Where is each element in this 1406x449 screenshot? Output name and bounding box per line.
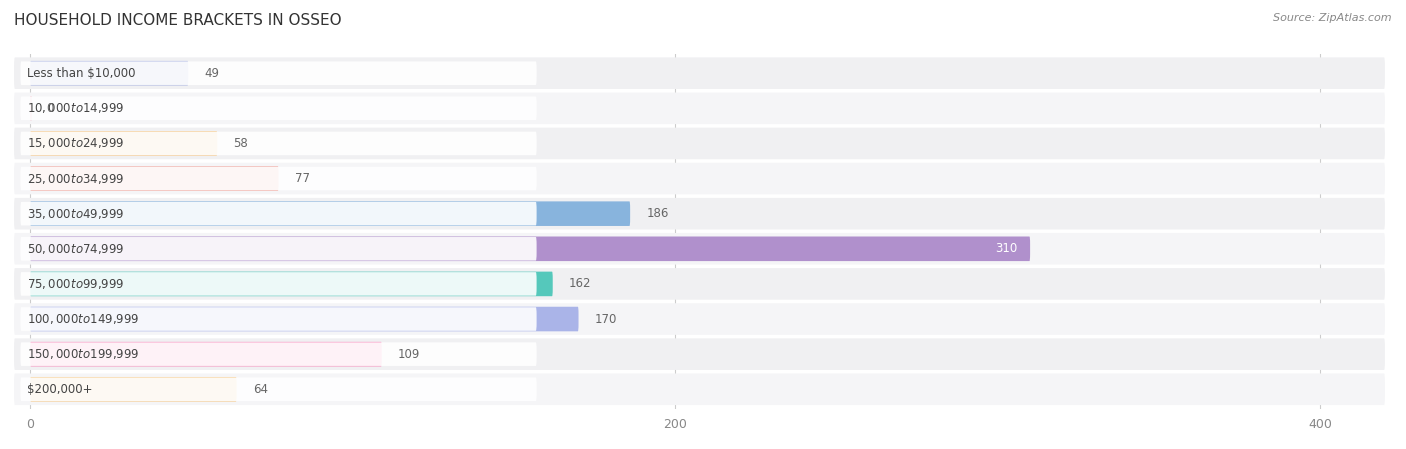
Text: 64: 64 [253, 383, 267, 396]
FancyBboxPatch shape [14, 268, 1385, 300]
FancyBboxPatch shape [30, 202, 630, 226]
Text: 109: 109 [398, 348, 420, 361]
FancyBboxPatch shape [21, 97, 537, 120]
FancyBboxPatch shape [14, 198, 1385, 229]
Text: 186: 186 [647, 207, 669, 220]
Text: $35,000 to $49,999: $35,000 to $49,999 [27, 207, 124, 220]
Text: 58: 58 [233, 137, 247, 150]
Text: 77: 77 [295, 172, 309, 185]
FancyBboxPatch shape [30, 131, 218, 156]
FancyBboxPatch shape [30, 377, 236, 401]
Text: $25,000 to $34,999: $25,000 to $34,999 [27, 172, 124, 185]
FancyBboxPatch shape [14, 303, 1385, 335]
FancyBboxPatch shape [30, 61, 188, 85]
FancyBboxPatch shape [14, 57, 1385, 89]
FancyBboxPatch shape [21, 202, 537, 225]
FancyBboxPatch shape [21, 272, 537, 296]
FancyBboxPatch shape [30, 96, 32, 121]
FancyBboxPatch shape [21, 167, 537, 190]
FancyBboxPatch shape [21, 132, 537, 155]
Text: 0: 0 [46, 102, 53, 115]
FancyBboxPatch shape [14, 163, 1385, 194]
FancyBboxPatch shape [14, 128, 1385, 159]
Text: Source: ZipAtlas.com: Source: ZipAtlas.com [1274, 13, 1392, 23]
FancyBboxPatch shape [30, 166, 278, 191]
FancyBboxPatch shape [14, 92, 1385, 124]
Text: 170: 170 [595, 313, 617, 326]
FancyBboxPatch shape [21, 237, 537, 260]
Text: $50,000 to $74,999: $50,000 to $74,999 [27, 242, 124, 256]
FancyBboxPatch shape [14, 233, 1385, 264]
FancyBboxPatch shape [21, 343, 537, 366]
FancyBboxPatch shape [14, 339, 1385, 370]
FancyBboxPatch shape [21, 62, 537, 85]
Text: $100,000 to $149,999: $100,000 to $149,999 [27, 312, 139, 326]
FancyBboxPatch shape [30, 237, 1031, 261]
FancyBboxPatch shape [21, 307, 537, 331]
Text: HOUSEHOLD INCOME BRACKETS IN OSSEO: HOUSEHOLD INCOME BRACKETS IN OSSEO [14, 13, 342, 28]
Text: 310: 310 [995, 242, 1017, 255]
Text: $15,000 to $24,999: $15,000 to $24,999 [27, 136, 124, 150]
Text: $75,000 to $99,999: $75,000 to $99,999 [27, 277, 124, 291]
FancyBboxPatch shape [30, 307, 578, 331]
Text: $10,000 to $14,999: $10,000 to $14,999 [27, 101, 124, 115]
Text: 49: 49 [204, 67, 219, 79]
FancyBboxPatch shape [30, 342, 382, 366]
Text: 162: 162 [569, 277, 592, 291]
Text: $150,000 to $199,999: $150,000 to $199,999 [27, 347, 139, 361]
Text: $200,000+: $200,000+ [27, 383, 93, 396]
FancyBboxPatch shape [30, 272, 553, 296]
FancyBboxPatch shape [14, 374, 1385, 405]
FancyBboxPatch shape [21, 378, 537, 401]
Text: Less than $10,000: Less than $10,000 [27, 67, 135, 79]
